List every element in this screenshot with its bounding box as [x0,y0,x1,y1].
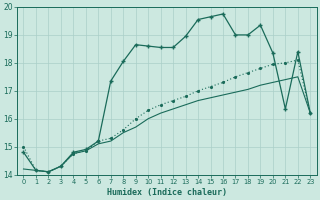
X-axis label: Humidex (Indice chaleur): Humidex (Indice chaleur) [107,188,227,197]
